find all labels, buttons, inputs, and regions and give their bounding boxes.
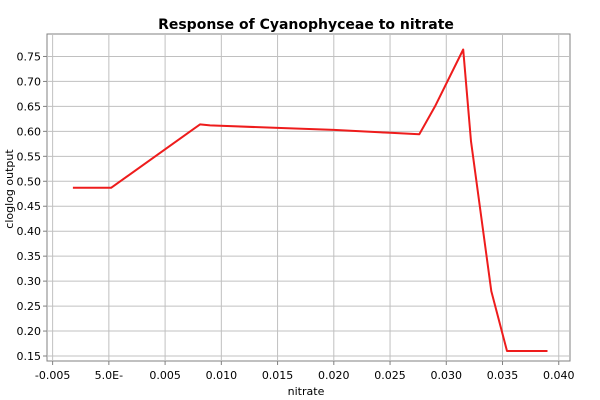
- x-tick-label: -0.005: [35, 369, 70, 382]
- series-group: [72, 48, 548, 352]
- y-tick-label: 0.35: [17, 250, 42, 263]
- y-tick-label: 0.45: [17, 200, 42, 213]
- x-tick-label: 0.005: [149, 369, 181, 382]
- y-tick-label: 0.15: [17, 350, 42, 363]
- y-tick-label: 0.20: [17, 325, 42, 338]
- y-tick-label: 0.30: [17, 275, 42, 288]
- y-tick-label: 0.50: [17, 175, 42, 188]
- chart-title: Response of Cyanophyceae to nitrate: [158, 17, 454, 33]
- y-axis-label: cloglog output: [3, 149, 16, 229]
- y-tick-label: 0.75: [17, 50, 42, 63]
- x-tick-label: 0.035: [487, 369, 519, 382]
- x-tick-label: 0.030: [431, 369, 463, 382]
- axis-ticks: -0.005 5.0E- 0.005 0.010 0.015 0.020 0.025 0.03…: [17, 50, 575, 382]
- response-curve: [72, 48, 548, 352]
- x-tick-label: 5.0E-: [95, 369, 123, 382]
- y-tick-label: 0.25: [17, 300, 42, 313]
- y-tick-label: 0.70: [17, 75, 42, 88]
- x-tick-label: 0.010: [206, 369, 238, 382]
- y-tick-label: 0.55: [17, 150, 42, 163]
- y-tick-label: 0.60: [17, 125, 42, 138]
- x-tick-label: 0.020: [318, 369, 350, 382]
- x-tick-label: 0.015: [262, 369, 294, 382]
- x-axis-label: nitrate: [288, 385, 325, 398]
- plot-area: [46, 33, 571, 362]
- x-tick-label: 0.040: [543, 369, 575, 382]
- gridlines: [47, 34, 570, 361]
- y-tick-label: 0.65: [17, 100, 42, 113]
- x-tick-label: 0.025: [374, 369, 406, 382]
- y-tick-label: 0.40: [17, 225, 42, 238]
